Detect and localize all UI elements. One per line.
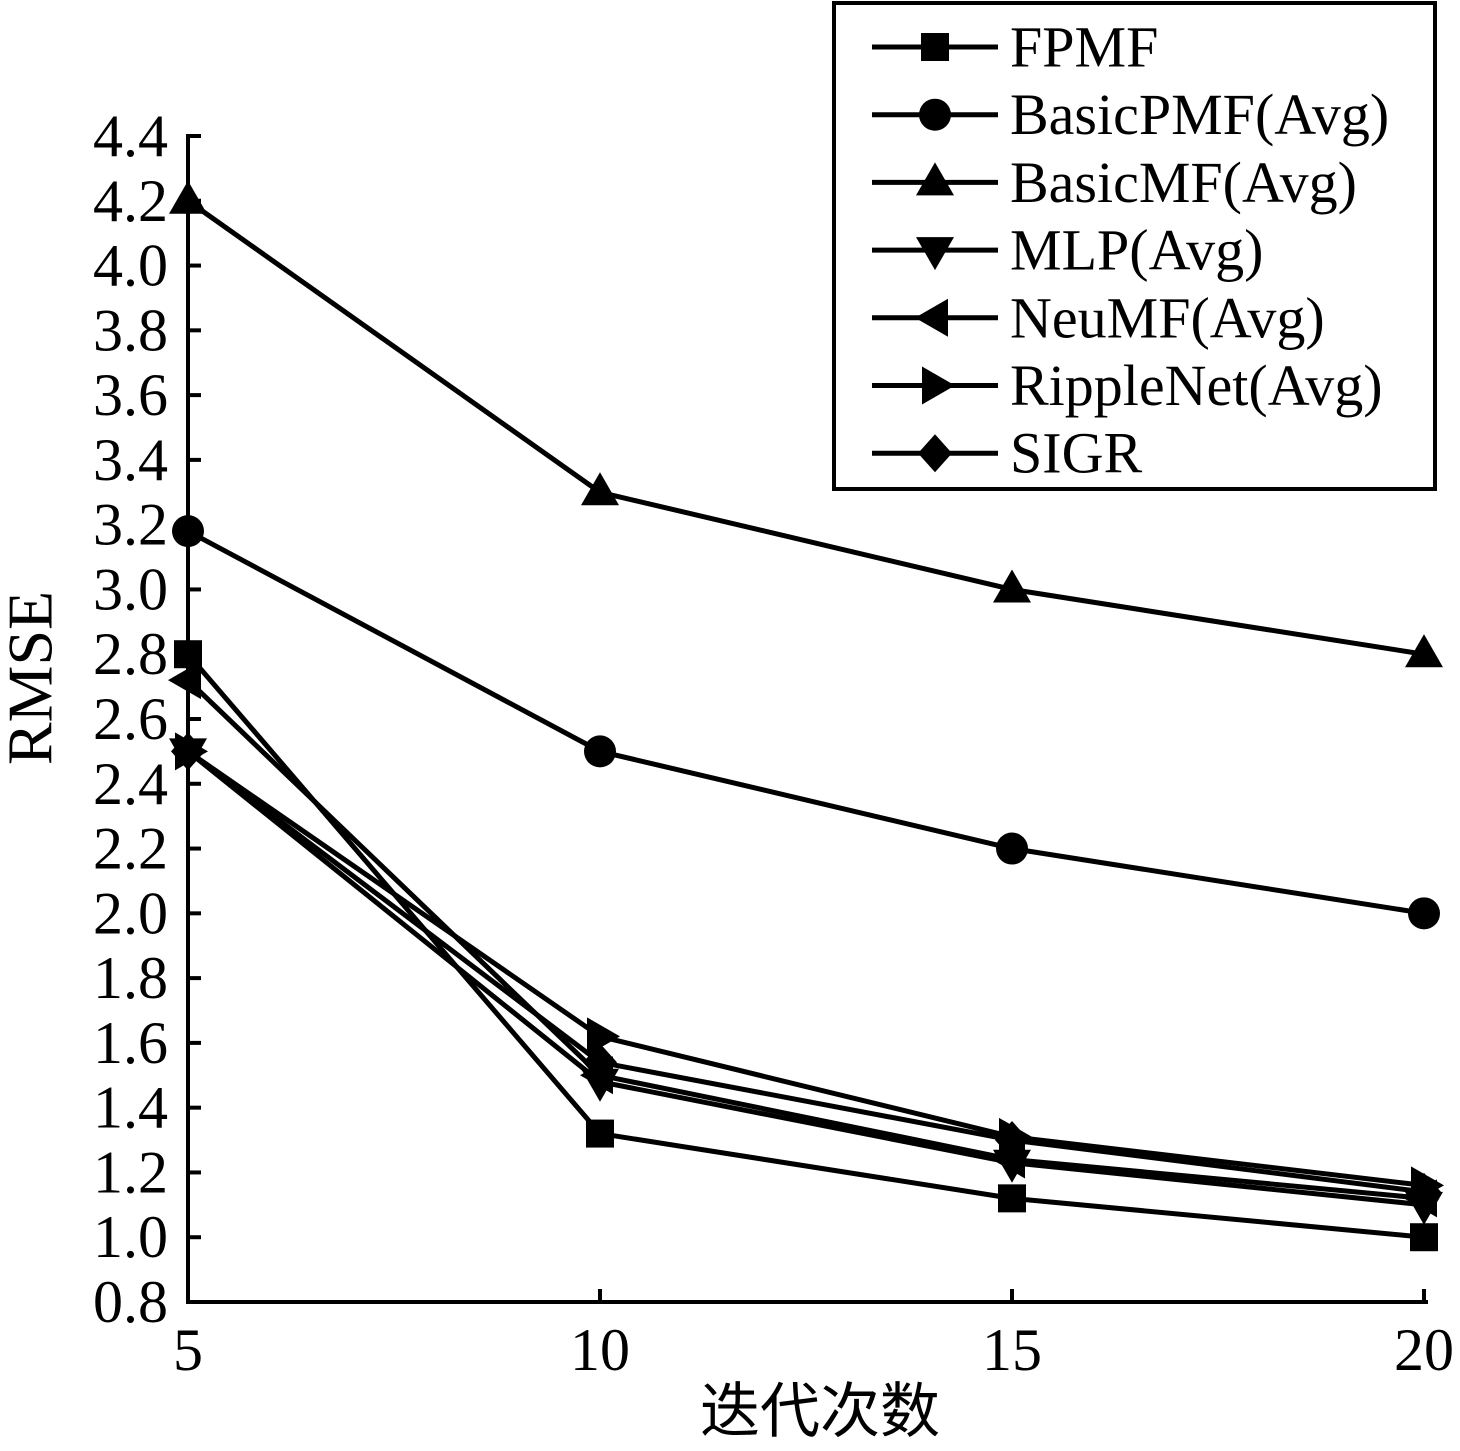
data-point-basicpmf-avg: [996, 832, 1028, 865]
series-line-basicpmf-avg: [186, 528, 1425, 916]
legend-entry-basicmf-avg: BasicMF(Avg): [872, 150, 1357, 215]
y-tick-label: 1.8: [93, 945, 168, 1011]
y-axis-label: RMSE: [0, 591, 66, 765]
legend-label: SIGR: [1010, 421, 1142, 486]
data-point-sigr: [171, 732, 205, 771]
data-point-neumf-avg: [168, 661, 201, 700]
y-tick-label: 3.4: [93, 427, 168, 493]
series-layer: [168, 180, 1444, 1252]
data-point-basicpmf-avg: [172, 515, 204, 548]
y-tick-label: 4.4: [93, 103, 168, 169]
legend-marker-neumf-avg: [915, 298, 948, 337]
legend-marker-fpmf: [921, 33, 949, 61]
y-tick-label: 4.0: [93, 233, 168, 299]
legend-entry-mlp-avg: MLP(Avg): [872, 218, 1263, 283]
y-tick-label: 2.6: [93, 686, 168, 752]
legend-marker-ripplenet-avg: [922, 366, 955, 405]
data-point-sigr: [1407, 1172, 1441, 1211]
y-tick-label: 1.6: [93, 1010, 168, 1076]
legend-entry-neumf-avg: NeuMF(Avg): [872, 285, 1325, 350]
series-line-basicmf-avg: [186, 198, 1425, 657]
series-basicmf-avg: [169, 180, 1443, 668]
data-point-sigr: [995, 1121, 1029, 1160]
y-tick-label: 2.4: [93, 751, 168, 817]
series-neumf-avg: [168, 661, 1437, 1218]
legend-marker-basicmf-avg: [916, 162, 954, 196]
legend-entry-sigr: SIGR: [872, 421, 1142, 486]
data-point-fpmf: [586, 1119, 614, 1148]
legend-entry-ripplenet-avg: RippleNet(Avg): [872, 353, 1383, 418]
y-tick-label: 2.0: [93, 880, 168, 946]
y-tick-label: 2.2: [93, 816, 168, 882]
legend-label: FPMF: [1010, 15, 1158, 80]
legend-marker-mlp-avg: [916, 237, 954, 271]
legend-label: NeuMF(Avg): [1010, 285, 1325, 350]
x-axis-label: 迭代次数: [700, 1379, 940, 1445]
y-tick-label: 3.0: [93, 556, 168, 622]
y-tick-label: 0.8: [93, 1269, 168, 1335]
legend-label: BasicPMF(Avg): [1010, 82, 1389, 147]
series-line-neumf-avg: [186, 678, 1425, 1201]
legend-marker-sigr: [918, 434, 952, 473]
y-ticks: 0.81.01.21.41.61.82.02.22.42.62.83.03.23…: [93, 103, 201, 1335]
data-point-basicmf-avg: [581, 472, 619, 506]
x-tick-label: 15: [982, 1317, 1042, 1383]
legend-entry-fpmf: FPMF: [872, 15, 1158, 80]
data-point-basicmf-avg: [993, 569, 1031, 603]
y-tick-label: 3.2: [93, 492, 168, 558]
y-tick-label: 1.2: [93, 1139, 168, 1205]
legend-entries: FPMFBasicPMF(Avg)BasicMF(Avg)MLP(Avg)Neu…: [872, 15, 1389, 486]
y-tick-label: 1.0: [93, 1204, 168, 1270]
data-point-basicpmf-avg: [1408, 897, 1440, 930]
y-tick-label: 1.4: [93, 1075, 168, 1141]
data-point-basicmf-avg: [1405, 634, 1443, 668]
data-point-basicmf-avg: [169, 180, 207, 214]
legend-marker-basicpmf-avg: [919, 98, 951, 131]
data-point-sigr: [583, 1043, 617, 1082]
series-fpmf: [174, 640, 1438, 1252]
y-tick-label: 4.2: [93, 168, 168, 234]
legend-label: MLP(Avg): [1010, 218, 1263, 283]
data-point-basicpmf-avg: [584, 735, 616, 768]
series-sigr: [171, 732, 1441, 1211]
data-point-fpmf: [1410, 1223, 1438, 1252]
y-tick-label: 2.8: [93, 621, 168, 687]
series-basicpmf-avg: [172, 515, 1440, 930]
series-line-mlp-avg: [186, 749, 1425, 1208]
y-tick-label: 3.8: [93, 297, 168, 363]
x-tick-label: 5: [173, 1317, 203, 1383]
legend-entry-basicpmf-avg: BasicPMF(Avg): [872, 82, 1389, 147]
data-point-ripplenet-avg: [587, 1017, 620, 1056]
data-point-fpmf: [998, 1184, 1026, 1213]
legend-label: BasicMF(Avg): [1010, 150, 1357, 215]
legend: FPMFBasicPMF(Avg)BasicMF(Avg)MLP(Avg)Neu…: [832, 1, 1437, 491]
y-tick-label: 3.6: [93, 362, 168, 428]
series-line-ripplenet-avg: [186, 749, 1425, 1188]
x-ticks: 5 10 15 20: [173, 1289, 1454, 1383]
series-line-fpmf: [186, 652, 1425, 1240]
series-line-sigr: [186, 749, 1425, 1195]
series-mlp-avg: [169, 738, 1443, 1225]
x-tick-label: 20: [1394, 1317, 1454, 1383]
x-tick-label: 10: [570, 1317, 630, 1383]
legend-label: RippleNet(Avg): [1010, 353, 1383, 418]
